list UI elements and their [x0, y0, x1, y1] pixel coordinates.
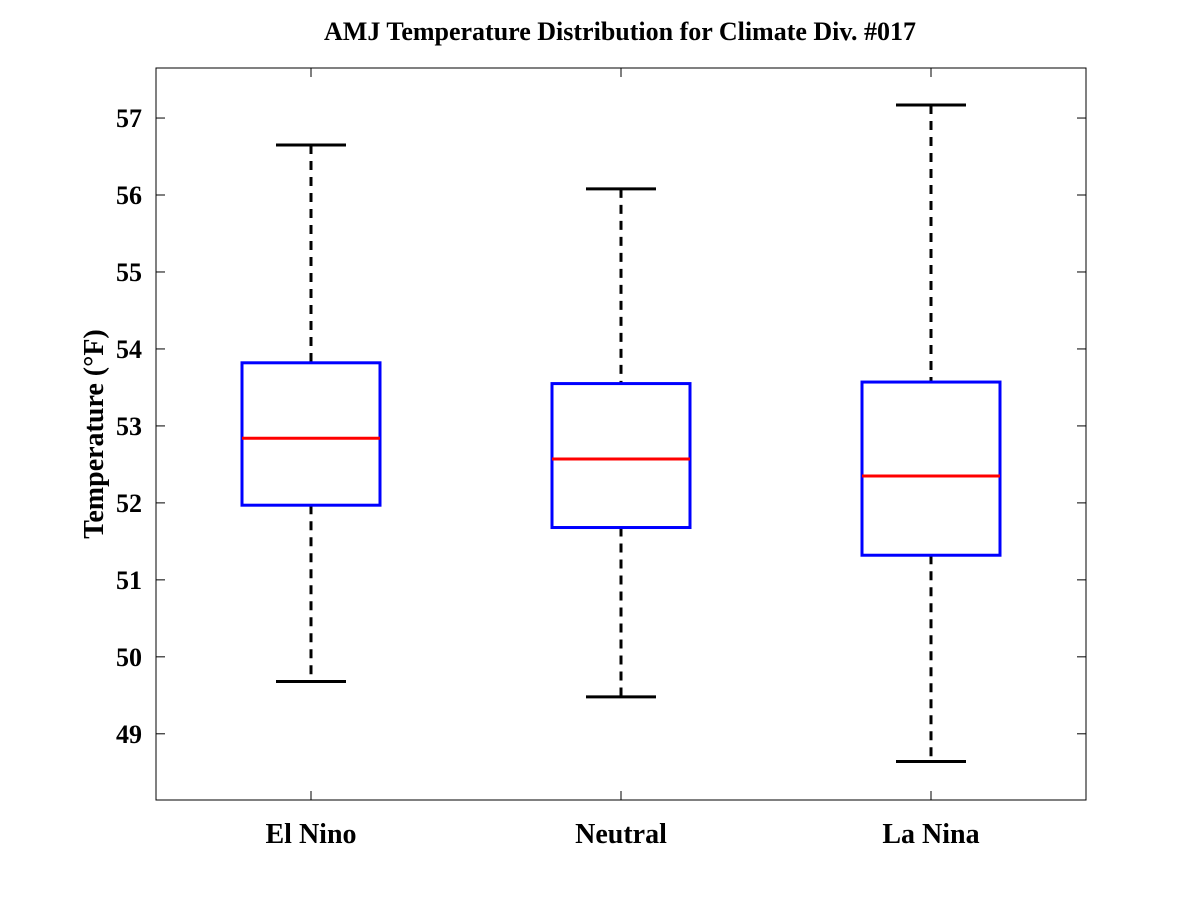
y-axis-label: Temperature (°F)	[79, 329, 110, 538]
y-tick-label: 54	[116, 335, 142, 364]
y-tick-label: 50	[116, 643, 142, 672]
iqr-box	[240, 361, 382, 507]
box-el-nino	[240, 143, 382, 683]
y-tick-label: 55	[116, 258, 142, 287]
box-neutral	[550, 187, 692, 699]
y-tick-label: 57	[116, 104, 142, 133]
x-tick-label: El Nino	[265, 819, 356, 850]
box-la-nina	[860, 103, 1002, 764]
iqr-box	[550, 382, 692, 530]
iqr-box	[860, 380, 1002, 557]
x-tick-label: La Nina	[882, 819, 979, 850]
y-tick-label: 52	[116, 489, 142, 518]
y-tick-label: 49	[116, 720, 142, 749]
y-tick-label: 53	[116, 412, 142, 441]
x-tick-label: Neutral	[575, 819, 667, 850]
y-tick-label: 51	[116, 566, 142, 595]
chart-title: AMJ Temperature Distribution for Climate…	[324, 17, 916, 46]
y-tick-label: 56	[116, 181, 142, 210]
